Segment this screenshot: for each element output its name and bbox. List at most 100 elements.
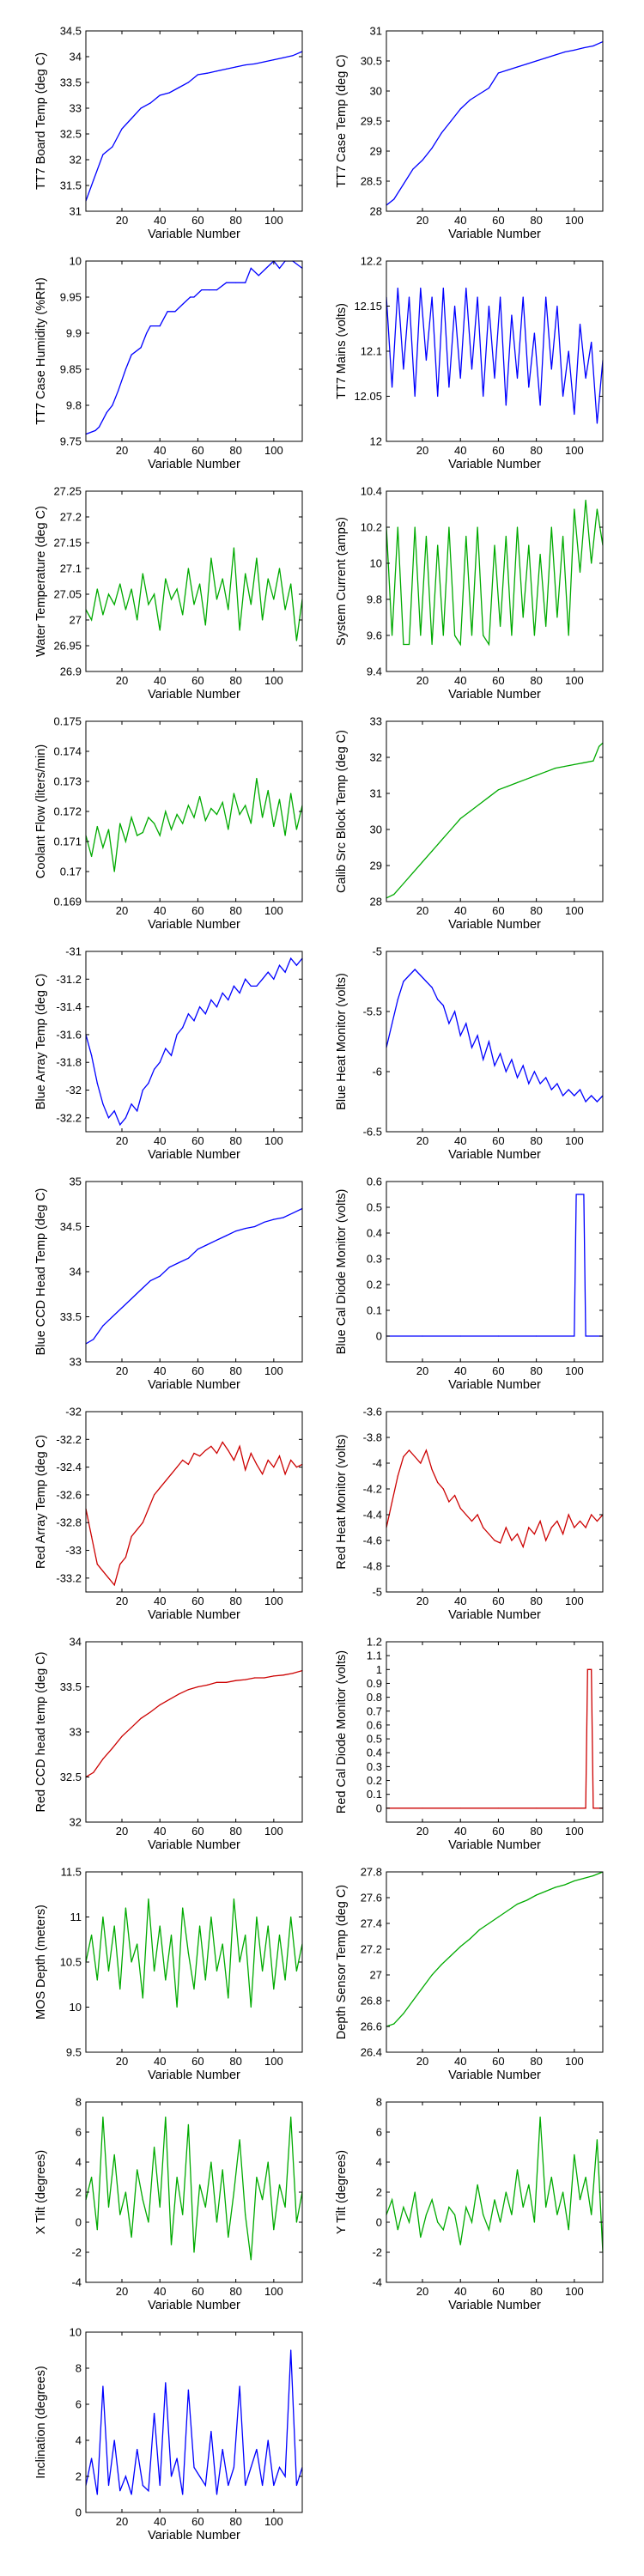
x-tick-label: 100	[264, 2055, 283, 2068]
x-tick-label: 20	[416, 2285, 428, 2298]
data-point	[403, 2013, 404, 2014]
data-point	[267, 971, 269, 973]
data-point	[159, 629, 161, 631]
data-point	[226, 1681, 228, 1683]
y-tick-label: 0.1	[367, 1788, 382, 1801]
x-tick-label: 20	[116, 2285, 128, 2298]
data-point	[187, 1013, 189, 1015]
data-point	[206, 1243, 209, 1246]
y-axis-label: Coolant Flow (liters/min)	[34, 744, 48, 878]
y-axis-label: Blue CCD Head Temp (deg C)	[34, 1188, 48, 1356]
y-tick-label: 0.2	[367, 1279, 382, 1291]
y-tick-label: 0.174	[53, 745, 82, 758]
data-point	[193, 1020, 195, 1022]
series-line	[386, 1668, 603, 1809]
data-point	[187, 1689, 189, 1691]
data-point	[235, 1680, 237, 1681]
y-tick-label: -31	[65, 945, 82, 958]
data-point	[204, 2484, 206, 2487]
data-point	[197, 1686, 198, 1688]
data-point	[113, 871, 115, 872]
x-axis-label: Variable Number	[448, 2299, 541, 2312]
series-line	[386, 1194, 603, 1337]
data-point	[222, 578, 223, 580]
data-point	[216, 598, 218, 600]
y-tick-label: 6	[376, 2126, 382, 2139]
data-point	[146, 332, 148, 334]
data-point	[165, 2382, 167, 2384]
y-tick-label: -32.4	[56, 1461, 82, 1473]
data-point	[98, 426, 100, 428]
chart-panel-14: 20 40 60 80 100 -5 -4.8 -4.6 -4.4 -4.2 -4 -3.8 -3.6 V…	[335, 1406, 604, 1622]
data-point	[174, 311, 176, 313]
data-point	[528, 1083, 530, 1084]
data-point	[273, 59, 275, 61]
data-point	[528, 2184, 530, 2185]
y-tick-label: 9.8	[66, 399, 82, 412]
data-point	[539, 1520, 541, 1522]
x-tick-label: 80	[229, 1364, 241, 1377]
data-point	[159, 1275, 161, 1277]
data-point	[477, 526, 478, 528]
chart-panel-18: 20 40 60 80 100 26.4 26.6 26.8 27 27.2 27.4 27.6 27.…	[335, 1866, 604, 2082]
data-point	[159, 1487, 161, 1489]
data-point	[533, 332, 536, 334]
data-point	[131, 588, 132, 590]
data-point	[295, 2221, 297, 2223]
data-point	[408, 643, 410, 646]
data-point	[131, 1535, 132, 1537]
y-tick-label: 27.6	[361, 1892, 382, 1905]
data-point	[91, 1535, 93, 1537]
data-point	[545, 771, 547, 773]
data-point	[568, 1089, 569, 1091]
data-point	[545, 296, 547, 298]
data-point	[204, 624, 206, 626]
data-point	[583, 762, 585, 763]
chart-panel-7: 20 40 60 80 100 0.169 0.17 0.171 0.172 0.173 0.174…	[34, 715, 303, 932]
y-axis-label: Red Cal Diode Monitor (volts)	[335, 1650, 349, 1814]
chart-panel-11: 20 40 60 80 100 33 33.5 34 34.5 35 Variable Number…	[34, 1176, 303, 1392]
x-tick-label: 20	[116, 1595, 128, 1607]
y-tick-label: 10.4	[361, 485, 382, 498]
x-tick-label: 40	[154, 1595, 166, 1607]
data-point	[494, 544, 495, 546]
data-point	[437, 544, 439, 546]
data-point	[121, 1307, 123, 1309]
x-tick-label: 80	[530, 214, 542, 227]
chart-panel-3: 20 40 60 80 100 9.75 9.8 9.85 9.9 9.95 10 Variable …	[34, 255, 303, 471]
data-point	[245, 2484, 246, 2487]
data-point	[545, 2206, 547, 2208]
data-point	[96, 588, 98, 590]
data-point	[505, 535, 507, 538]
data-point	[125, 609, 126, 611]
x-tick-label: 40	[454, 1134, 466, 1147]
data-point	[273, 598, 275, 600]
data-point	[170, 598, 173, 600]
data-point	[526, 1899, 528, 1901]
data-point	[159, 2206, 161, 2208]
data-point	[149, 325, 151, 327]
data-point	[412, 168, 414, 170]
data-point	[545, 1890, 547, 1893]
data-point	[507, 1910, 509, 1911]
data-point	[440, 1964, 442, 1965]
x-tick-label: 100	[565, 1595, 584, 1607]
y-tick-label: 27.2	[361, 1943, 382, 1956]
data-point	[102, 847, 104, 848]
y-tick-label: 2	[376, 2186, 382, 2199]
data-point	[91, 855, 93, 858]
data-point	[448, 386, 450, 388]
y-tick-label: 34	[70, 1266, 82, 1279]
data-point	[107, 2484, 110, 2487]
y-tick-label: 12.2	[361, 255, 382, 268]
x-tick-label: 40	[154, 2515, 166, 2528]
data-point	[102, 1325, 104, 1327]
data-point	[187, 1463, 189, 1465]
data-point	[448, 1023, 450, 1024]
data-point	[500, 1542, 501, 1544]
data-point	[596, 1101, 598, 1103]
y-tick-label: 0.3	[367, 1760, 382, 1773]
x-axis-label: Variable Number	[148, 1608, 240, 1622]
data-point	[522, 1065, 524, 1066]
y-tick-label: 11	[70, 1911, 82, 1923]
